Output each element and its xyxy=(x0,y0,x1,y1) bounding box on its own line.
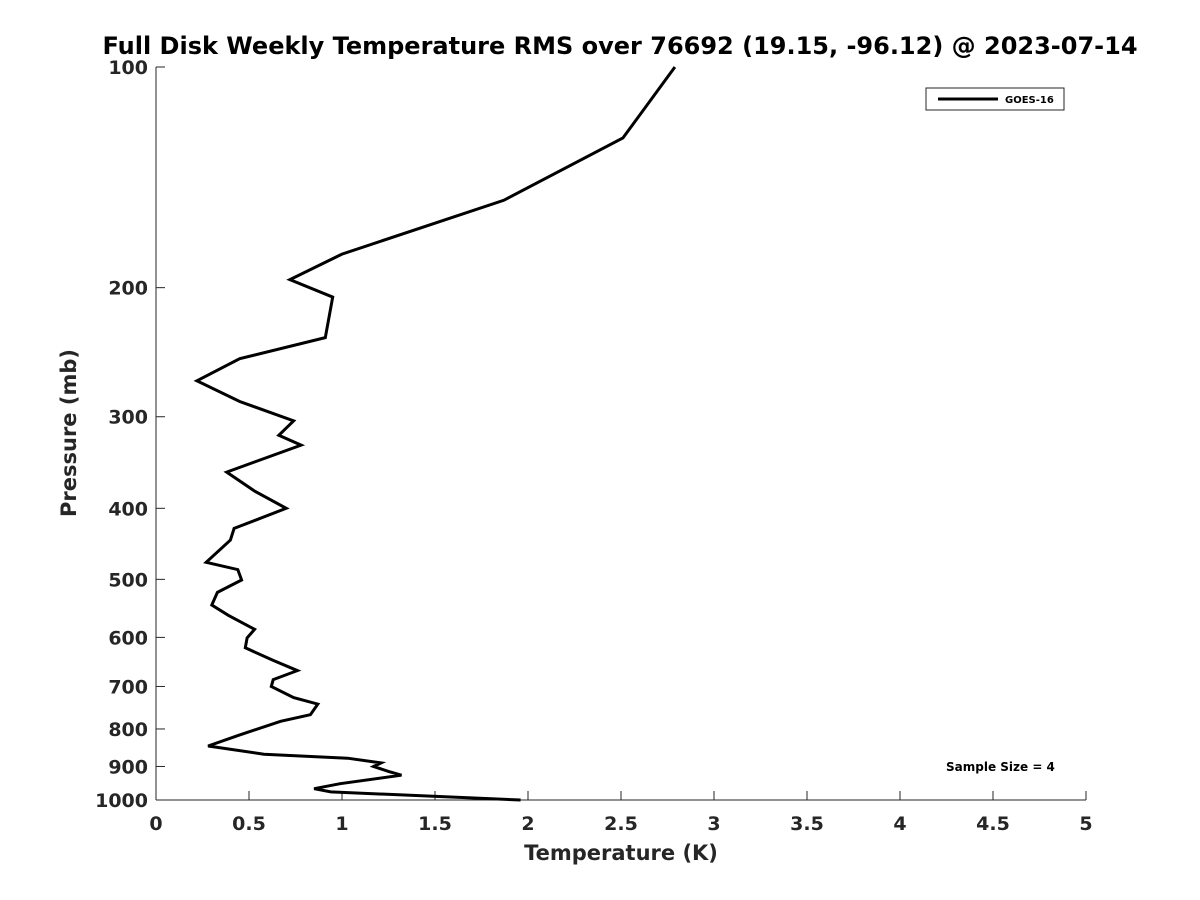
x-axis-label: Temperature (K) xyxy=(524,841,718,865)
y-axis-ticks: 100 200 300 400 500 600 700 800 900 1000 xyxy=(95,57,165,812)
x-tick-label: 0 xyxy=(149,813,162,835)
x-tick-label: 1.5 xyxy=(418,813,452,835)
y-tick-label: 900 xyxy=(108,756,148,778)
x-tick-label: 2 xyxy=(521,813,534,835)
x-tick-label: 1 xyxy=(335,813,348,835)
y-tick-label: 300 xyxy=(108,407,148,429)
series-line-goes-16 xyxy=(193,66,677,802)
legend: GOES-16 xyxy=(925,87,1065,111)
y-axis-label: Pressure (mb) xyxy=(57,349,81,517)
y-tick-label: 100 xyxy=(108,57,148,79)
y-tick-label: 1000 xyxy=(95,790,148,812)
legend-entry-goes-16: GOES-16 xyxy=(1005,95,1054,106)
x-tick-label: 4.5 xyxy=(976,813,1010,835)
x-tick-label: 5 xyxy=(1079,813,1092,835)
y-tick-label: 200 xyxy=(108,278,148,300)
y-tick-label: 600 xyxy=(108,627,148,649)
x-tick-label: 0.5 xyxy=(232,813,266,835)
chart-title: Full Disk Weekly Temperature RMS over 76… xyxy=(102,32,1137,60)
x-tick-label: 3 xyxy=(707,813,720,835)
x-tick-label: 4 xyxy=(893,813,906,835)
x-tick-label: 3.5 xyxy=(790,813,824,835)
plot-area xyxy=(155,67,1086,801)
series-layer xyxy=(193,66,677,802)
y-tick-label: 500 xyxy=(108,569,148,591)
sample-size-annotation: Sample Size = 4 xyxy=(946,760,1055,774)
x-tick-label: 2.5 xyxy=(604,813,638,835)
x-axis-ticks: 0 0.5 1 1.5 2 2.5 3 3.5 4 4.5 5 xyxy=(149,791,1093,835)
y-tick-label: 800 xyxy=(108,719,148,741)
y-tick-label: 700 xyxy=(108,676,148,698)
y-tick-label: 400 xyxy=(108,498,148,520)
